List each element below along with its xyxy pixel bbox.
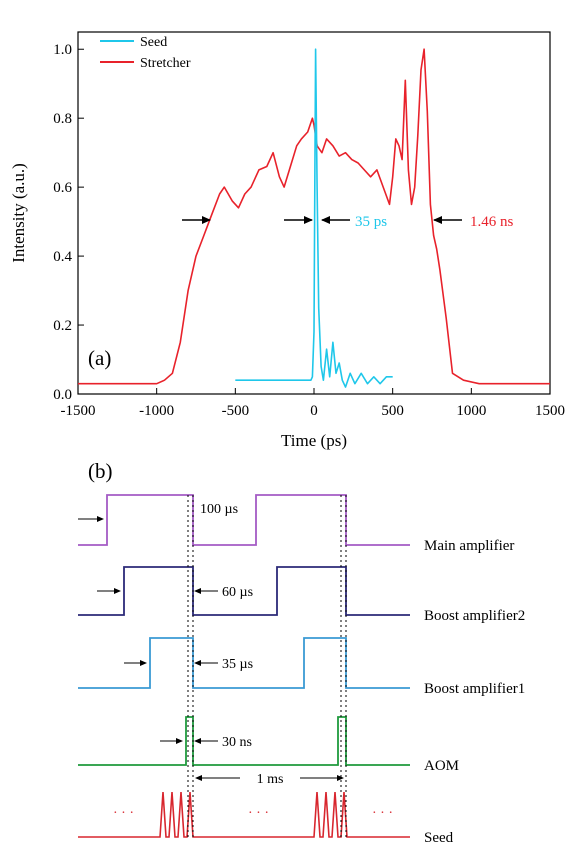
x-tick-label: -1000 <box>139 403 174 419</box>
x-tick-label: 1500 <box>535 403 565 419</box>
boost-amplifier1-label: Boost amplifier1 <box>424 681 525 697</box>
boost-amplifier2-label: Boost amplifier2 <box>424 608 525 624</box>
panel-label-b: (b) <box>88 459 113 483</box>
x-tick-label: 500 <box>381 403 404 419</box>
boost-amplifier1-width-label: 35 µs <box>222 657 253 672</box>
seed-label: Seed <box>424 830 454 846</box>
y-tick-label: 0.6 <box>53 180 72 196</box>
seed-waveform <box>78 791 410 838</box>
panel-label-a: (a) <box>88 346 111 370</box>
x-tick-label: 1000 <box>456 403 486 419</box>
seed-width-annotation: 35 ps <box>355 214 387 230</box>
y-tick-label: 0.2 <box>53 318 72 334</box>
period-label: 1 ms <box>257 772 284 787</box>
aom-label: AOM <box>424 758 459 774</box>
seed-ellipsis-left: · · · <box>113 806 134 821</box>
seed-ellipsis-middle: · · · <box>248 806 269 821</box>
seed-ellipsis-right: · · · <box>372 806 393 821</box>
series-line-seed <box>235 48 393 388</box>
legend-label-seed: Seed <box>140 35 167 50</box>
stretcher-width-annotation: 1.46 ns <box>470 214 514 230</box>
aom-width-label: 30 ns <box>222 735 252 750</box>
legend: Seed Stretcher <box>100 35 191 71</box>
x-axis-label: Time (ps) <box>281 431 347 450</box>
y-axis-label: Intensity (a.u.) <box>9 163 28 263</box>
x-tick-label: -1500 <box>61 403 96 419</box>
main-amplifier-label: Main amplifier <box>424 538 514 554</box>
panel-a-chart: -1500 -1000 -500 0 500 1000 1500 0.0 0.2 0.4 0.6 0.… <box>9 31 565 450</box>
x-tick-label: -500 <box>222 403 250 419</box>
y-tick-label: 1.0 <box>53 42 72 58</box>
boost-amplifier1-waveform <box>78 637 410 689</box>
boost-amplifier2-width-label: 60 µs <box>222 585 253 600</box>
y-tick-label: 0.8 <box>53 111 72 127</box>
legend-label-stretcher: Stretcher <box>140 56 191 71</box>
main-amplifier-waveform <box>78 494 410 546</box>
series-line-stretcher <box>78 48 550 385</box>
panel-b-timing-diagram: (b) 100 µs Main amplifier 60 µs Boost am… <box>78 459 525 846</box>
y-tick-label: 0.0 <box>53 387 72 403</box>
y-tick-label: 0.4 <box>53 249 72 265</box>
axis-ticks: -1500 -1000 -500 0 500 1000 1500 0.0 0.2 0.4 0.6 0.… <box>53 42 565 419</box>
series-layer <box>78 48 550 388</box>
x-tick-label: 0 <box>310 403 318 419</box>
main-amplifier-width-label: 100 µs <box>200 502 238 517</box>
fwhm-markers: 35 ps 1.46 ns <box>182 214 514 230</box>
